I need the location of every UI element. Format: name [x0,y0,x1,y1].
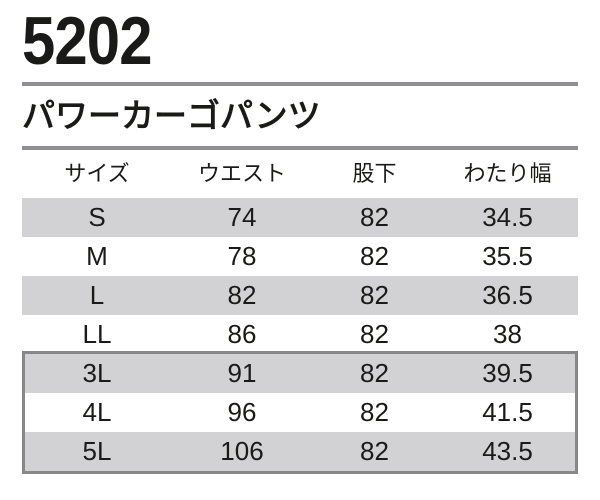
cell-thigh: 38 [437,315,578,354]
cell-size: S [22,198,172,237]
table-row: LL 86 82 38 [22,315,578,354]
spec-table-header-row: サイズ ウエスト 股下 わたり幅 [22,150,578,198]
product-header: 5202 [0,0,600,80]
table-row: 4L 96 82 41.5 [22,393,578,432]
cell-inseam: 82 [312,198,437,237]
cell-inseam: 82 [312,432,437,471]
cell-thigh: 35.5 [437,237,578,276]
cell-waist: 82 [172,276,312,315]
cell-thigh: 36.5 [437,276,578,315]
cell-size: M [22,237,172,276]
cell-waist: 86 [172,315,312,354]
cell-inseam: 82 [312,315,437,354]
cell-size: L [22,276,172,315]
cell-inseam: 82 [312,393,437,432]
cell-thigh: 34.5 [437,198,578,237]
column-header-inseam: 股下 [352,162,397,187]
size-spec-table: サイズ ウエスト 股下 わたり幅 S 74 82 34.5 M 78 82 35.5 L 82 82… [22,150,578,471]
spec-table-head: サイズ ウエスト 股下 わたり幅 [22,150,578,198]
cell-waist: 106 [172,432,312,471]
spec-table-body: S 74 82 34.5 M 78 82 35.5 L 82 82 36.5 LL 86 82 38 3L 91 8… [22,198,578,471]
product-name-block: パワーカーゴパンツ [0,86,600,146]
cell-waist: 91 [172,354,312,393]
cell-inseam: 82 [312,237,437,276]
cell-size: 3L [22,354,172,393]
cell-size: 5L [22,432,172,471]
column-header-thigh: わたり幅 [463,162,552,187]
column-header-size: サイズ [64,162,130,187]
cell-size: LL [22,315,172,354]
cell-inseam: 82 [312,276,437,315]
table-row: 3L 91 82 39.5 [22,354,578,393]
table-row: L 82 82 36.5 [22,276,578,315]
product-name: パワーカーゴパンツ [22,96,321,135]
cell-waist: 74 [172,198,312,237]
cell-thigh: 39.5 [437,354,578,393]
header-divider-top [22,82,578,86]
cell-thigh: 41.5 [437,393,578,432]
header-divider-bottom [22,146,578,150]
spec-table-wrap: サイズ ウエスト 股下 わたり幅 S 74 82 34.5 M 78 82 35.5 L 82 82… [22,150,578,474]
cell-inseam: 82 [312,354,437,393]
cell-size: 4L [22,393,172,432]
cell-waist: 96 [172,393,312,432]
column-header-waist: ウエスト [197,162,286,187]
cell-thigh: 43.5 [437,432,578,471]
table-row: 5L 106 82 43.5 [22,432,578,471]
product-code: 5202 [22,3,152,79]
cell-waist: 78 [172,237,312,276]
table-row: M 78 82 35.5 [22,237,578,276]
table-row: S 74 82 34.5 [22,198,578,237]
